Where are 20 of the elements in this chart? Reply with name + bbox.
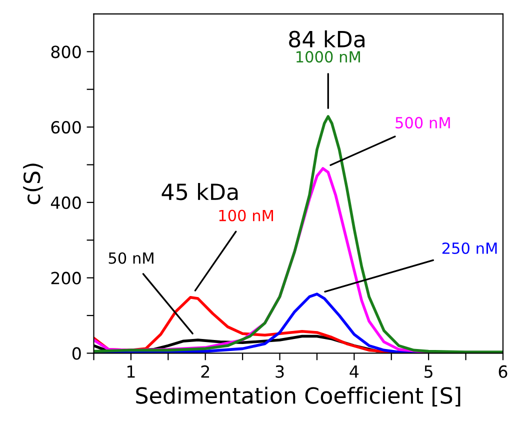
x-tick-label: 2 (201, 365, 209, 378)
text: 250 nM (442, 242, 497, 254)
text: 100 nM (219, 210, 273, 222)
y-axis-title: c(S) (23, 164, 43, 204)
x-tick-label: 4 (350, 366, 359, 378)
annotation: 84 kDa (289, 30, 364, 48)
y-tick-label: 800 (51, 46, 81, 58)
x-tick-label: 6 (498, 365, 508, 378)
x-tick-label: 3 (276, 365, 284, 378)
x-tick-label: 1 (127, 366, 135, 378)
text: 50 nM (108, 252, 154, 264)
y-tick-label: 400 (50, 196, 81, 209)
text: 1000 nM (296, 51, 360, 63)
y-tick-label: 600 (51, 121, 81, 134)
y-tick-label: 200 (51, 272, 81, 284)
x-tick-label: 5 (424, 366, 432, 378)
y-tick-label: 0 (72, 347, 81, 360)
annotation: 45 kDa (162, 183, 238, 200)
x-axis-title: Sedimentation Coefficient [S] (136, 386, 460, 407)
text: 500 nM (396, 116, 450, 128)
